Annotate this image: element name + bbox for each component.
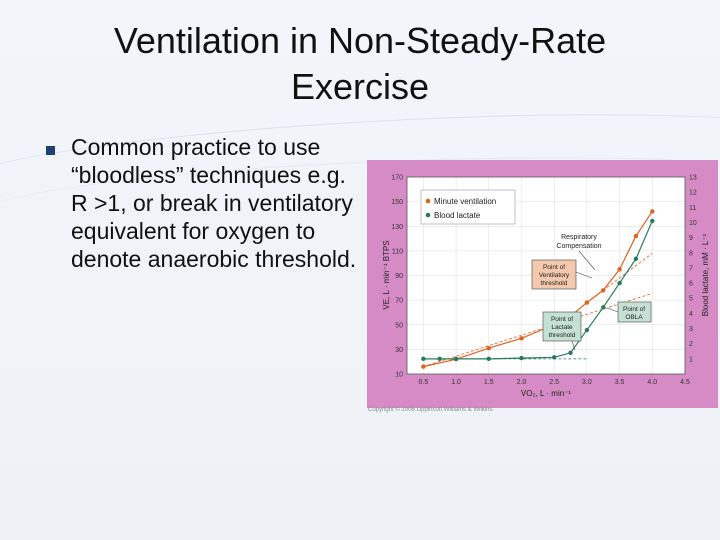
svg-text:Point of: Point of xyxy=(543,264,565,271)
x-tick-label: 4.0 xyxy=(647,379,657,386)
lactate-point xyxy=(453,356,459,362)
annotation-lactate-threshold: Point of Lactate threshold xyxy=(542,311,582,351)
y-right-tick-label: 7 xyxy=(689,265,693,272)
bullet-square-icon xyxy=(46,146,55,155)
lactate-line xyxy=(423,220,653,360)
svg-text:Point of: Point of xyxy=(551,316,573,323)
title-line-1: Ventilation in Non-Steady-Rate xyxy=(113,20,607,61)
svg-text:OBLA: OBLA xyxy=(625,314,643,321)
y-tick-label: 70 xyxy=(395,298,403,305)
legend-entry-ventilation: Minute ventilation xyxy=(434,197,496,206)
lactate-point xyxy=(421,356,426,362)
ventilation-threshold-extrapolation xyxy=(586,253,653,303)
y-right-tick-label: 5 xyxy=(689,296,693,303)
y-tick-label: 10 xyxy=(395,372,403,379)
x-tick-label: 3.0 xyxy=(582,379,592,386)
y-tick-label: 170 xyxy=(391,175,403,182)
x-axis-label: V̇O₂, L · min⁻¹ xyxy=(521,389,571,398)
annotation-obla: Point of OBLA xyxy=(606,301,652,323)
ventilation-point xyxy=(421,364,426,369)
ventilation-baseline-extrapolation xyxy=(423,292,653,367)
y-tick-label: 50 xyxy=(395,322,403,329)
y-right-tick-label: 8 xyxy=(689,250,693,257)
lactate-point xyxy=(486,356,491,362)
ventilation-point xyxy=(601,288,606,293)
x-tick-label: 2.5 xyxy=(549,379,559,386)
lactate-point xyxy=(551,355,557,360)
lactate-point xyxy=(633,256,639,262)
svg-text:Lactate: Lactate xyxy=(551,324,573,331)
lactate-point xyxy=(617,280,622,286)
svg-text:Compensation: Compensation xyxy=(556,243,601,250)
x-tick-label: 0.5 xyxy=(418,379,428,386)
x-tick-label: 4.5 xyxy=(680,379,690,386)
lactate-point xyxy=(584,327,590,333)
y-right-tick-label: 11 xyxy=(689,205,696,212)
grid xyxy=(407,176,686,375)
y-tick-label: 130 xyxy=(391,224,403,231)
y-tick-label: 90 xyxy=(395,273,403,280)
ventilation-point xyxy=(519,336,524,341)
svg-text:threshold: threshold xyxy=(541,280,568,287)
y-tick-label: 150 xyxy=(391,199,403,206)
x-tick-label: 1.0 xyxy=(451,379,461,386)
y-axis-right-label: Blood lactate, mM · L⁻¹ xyxy=(701,233,710,316)
y-right-tick-label: 6 xyxy=(689,281,693,288)
title-line-2: Exercise xyxy=(290,66,430,107)
tick-labels: 0.5 1.0 1.5 2.0 2.5 3.0 3.5 4.0 4.51030507090110… xyxy=(391,175,697,387)
y-right-tick-label: 12 xyxy=(689,190,697,197)
legend-marker-ventilation xyxy=(425,198,431,204)
x-tick-label: 1.5 xyxy=(484,379,494,386)
svg-text:threshold: threshold xyxy=(549,332,576,339)
svg-text:Respiratory: Respiratory xyxy=(561,234,597,241)
lactate-point xyxy=(519,355,524,361)
svg-text:Point of: Point of xyxy=(623,306,645,313)
ventilation-point xyxy=(486,345,491,351)
slide-title: Ventilation in Non-Steady-Rate Exercise xyxy=(40,18,680,110)
axes xyxy=(406,176,686,375)
annotation-ventilatory-threshold: Point of Ventilatory threshold xyxy=(531,259,593,290)
y-right-tick-label: 10 xyxy=(689,220,697,227)
legend: Minute ventilation Blood lactate xyxy=(420,189,516,225)
bullet-text: Common practice to use “bloodless” techn… xyxy=(71,134,357,272)
y-right-tick-label: 13 xyxy=(689,175,697,182)
y-right-tick-label: 2 xyxy=(689,341,693,348)
copyright-text: Copyright © 2006 Lippincott Williams & W… xyxy=(368,407,493,413)
y-tick-label: 110 xyxy=(392,248,403,255)
legend-marker-lactate xyxy=(425,212,431,218)
ventilation-point xyxy=(650,209,655,214)
lactate-point xyxy=(650,218,655,224)
ventilation-point xyxy=(584,300,590,305)
svg-text:Ventilatory: Ventilatory xyxy=(539,272,570,279)
ventilation-point xyxy=(617,267,622,272)
x-tick-label: 3.5 xyxy=(615,379,625,386)
axis-frame xyxy=(406,176,686,375)
annotation-respiratory-compensation: Respiratory Compensation xyxy=(556,234,602,271)
y-right-tick-label: 9 xyxy=(689,235,693,242)
legend-box xyxy=(420,189,516,225)
y-right-tick-label: 3 xyxy=(689,326,693,333)
legend-entry-lactate: Blood lactate xyxy=(434,211,481,220)
lactate-point xyxy=(568,350,573,355)
y-tick-label: 30 xyxy=(395,347,403,354)
y-axis-label: V̇E, L · min⁻¹ BTPS xyxy=(382,240,391,309)
ventilation-lactate-chart: 0.5 1.0 1.5 2.0 2.5 3.0 3.5 4.0 4.51030507090110… xyxy=(367,160,718,408)
lactate-point xyxy=(601,305,606,310)
ventilation-point xyxy=(633,233,639,239)
y-right-tick-label: 4 xyxy=(689,311,693,318)
lactate-point xyxy=(437,356,442,362)
y-right-tick-label: 1 xyxy=(689,356,693,363)
x-tick-label: 2.0 xyxy=(517,379,527,386)
